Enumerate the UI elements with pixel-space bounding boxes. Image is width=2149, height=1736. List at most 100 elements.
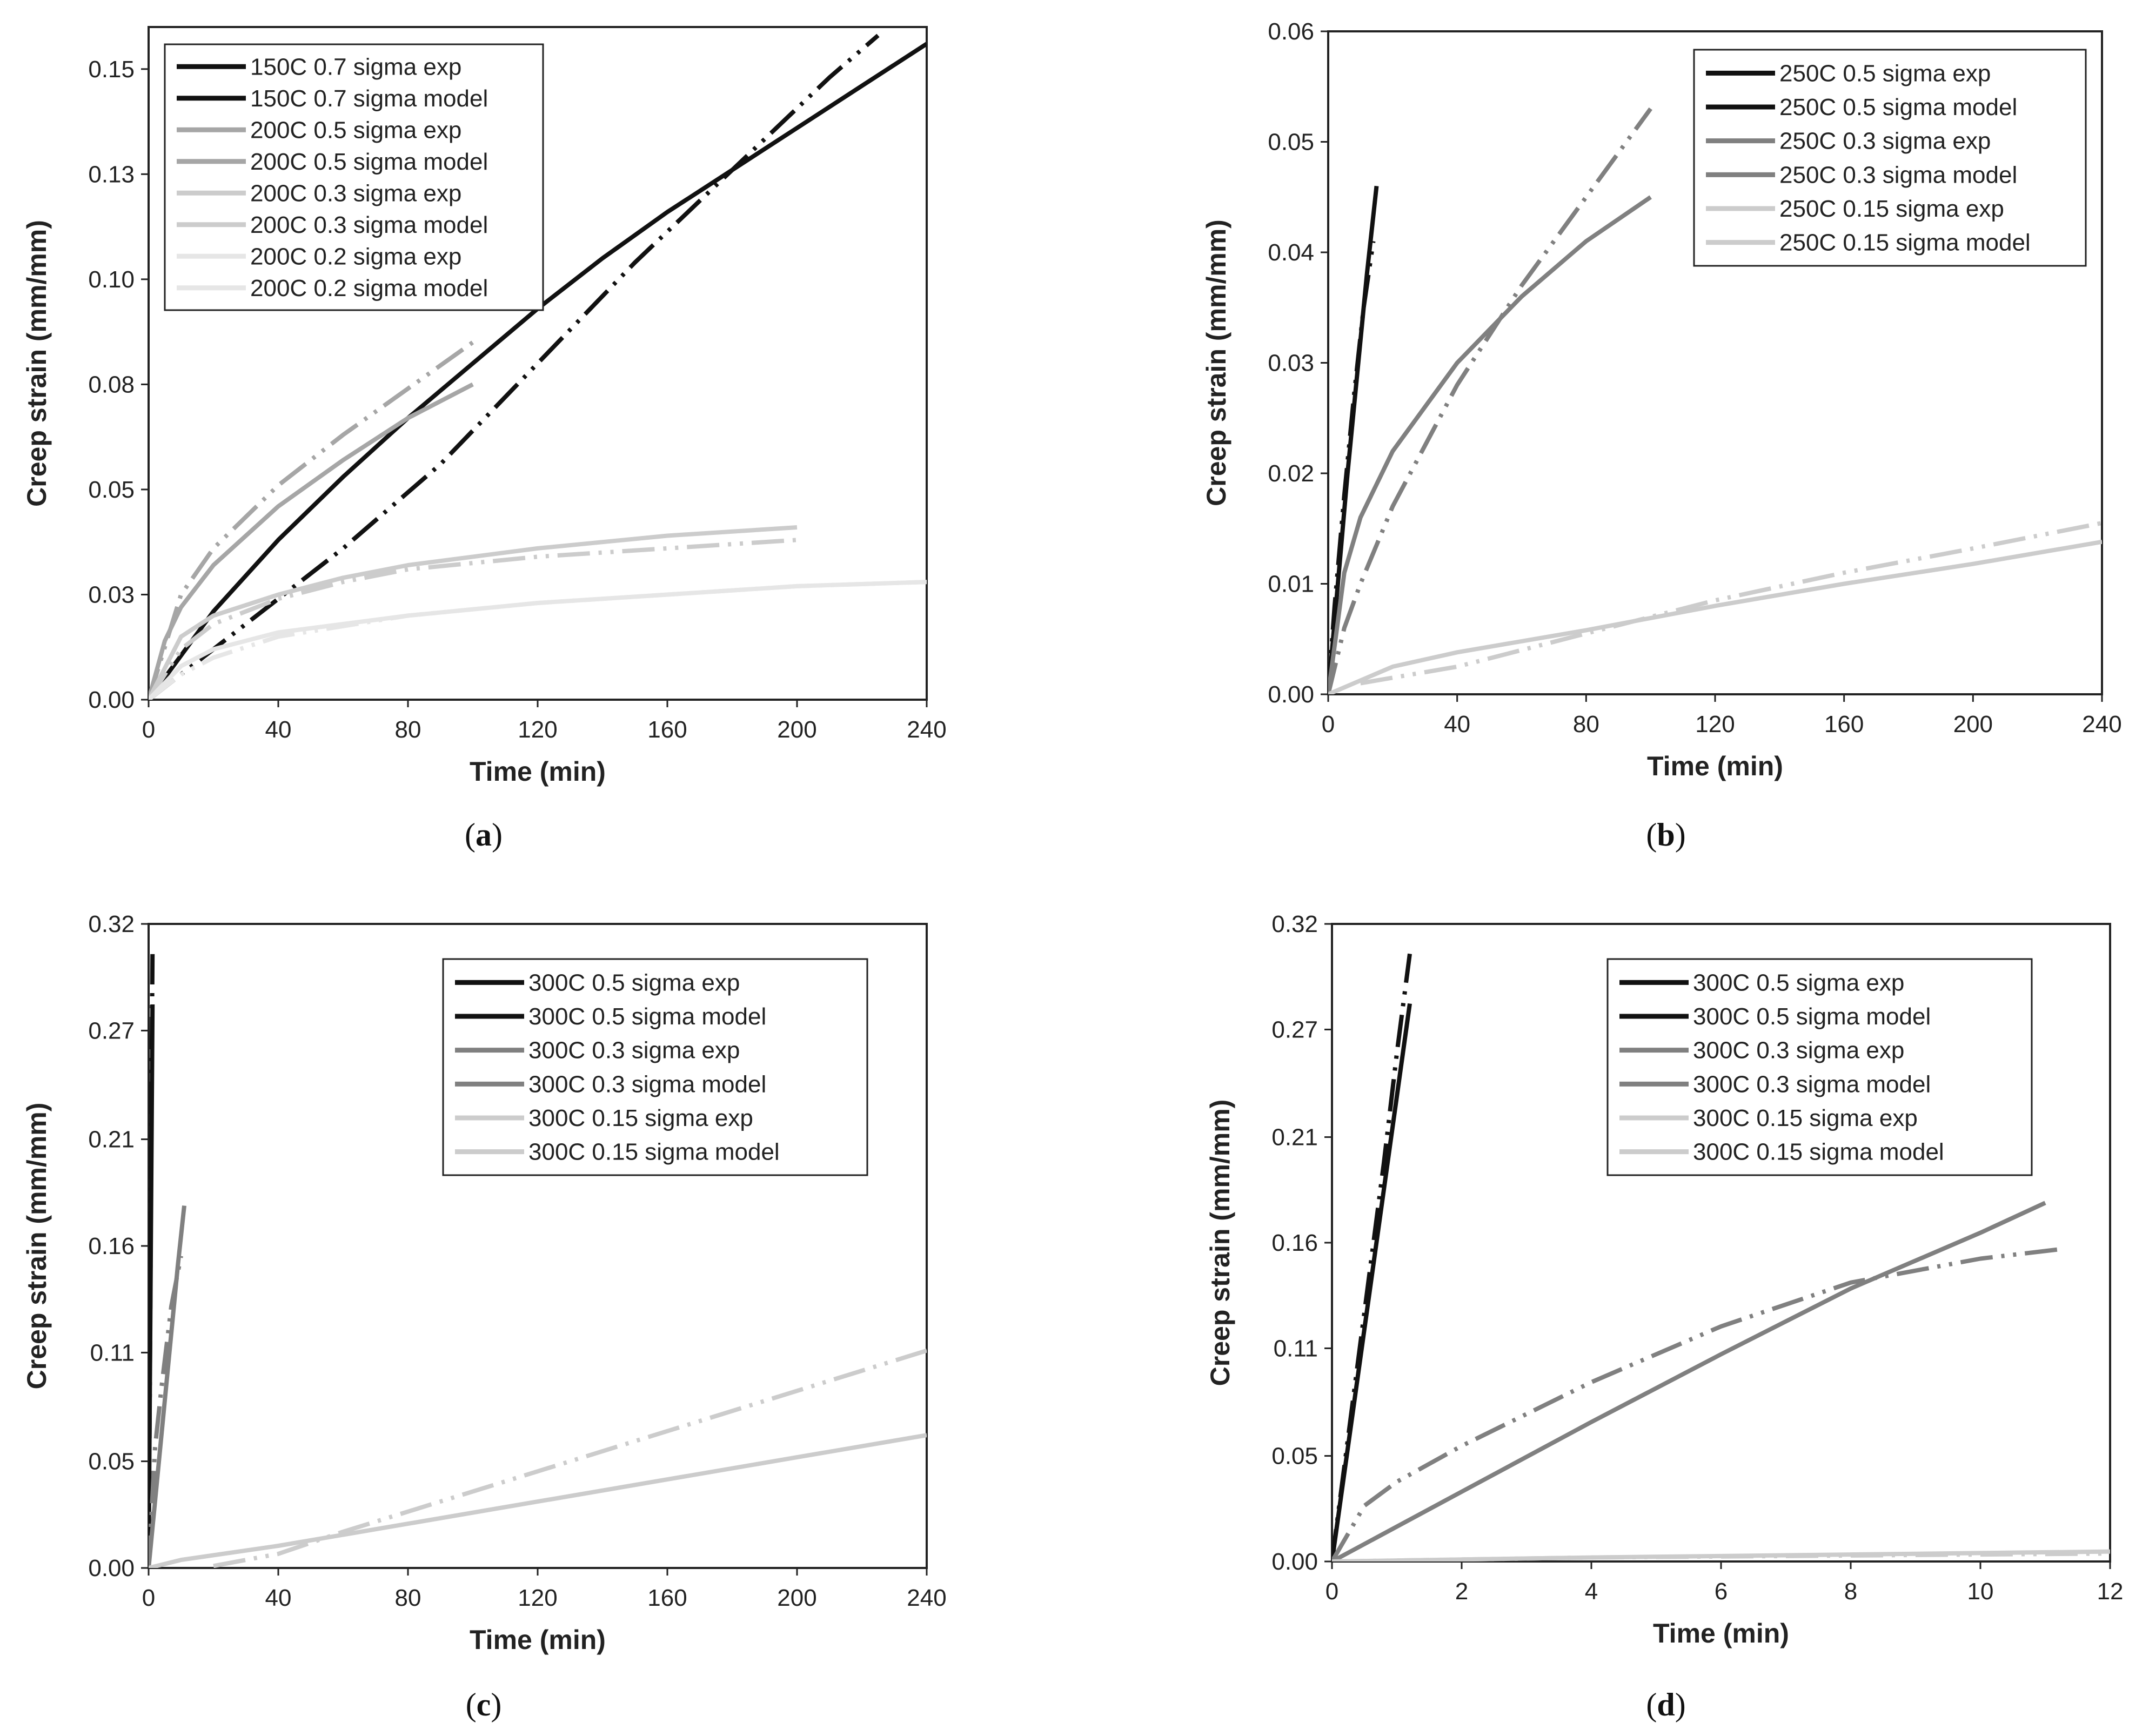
y-tick-label: 0.11 bbox=[1274, 1335, 1318, 1362]
series-line-300c-0-5-sigma-exp bbox=[1332, 953, 1412, 1561]
series-group bbox=[1328, 107, 2102, 694]
x-tick-label: 80 bbox=[395, 716, 421, 743]
y-tick-label: 0.11 bbox=[90, 1339, 135, 1366]
legend-entry: 300C 0.5 sigma exp bbox=[528, 969, 740, 996]
y-tick-label: 0.00 bbox=[1271, 1549, 1318, 1575]
y-tick-label: 0.05 bbox=[1268, 129, 1314, 156]
legend-box bbox=[442, 958, 868, 1176]
y-axis-label: Creep strain (mm/mm) bbox=[1205, 1100, 1235, 1386]
y-tick-label: 0.15 bbox=[88, 56, 135, 83]
x-tick-label: 200 bbox=[777, 1585, 816, 1611]
y-tick-label: 0.21 bbox=[88, 1127, 135, 1153]
series-line-300c-0-15-sigma-model bbox=[1332, 1549, 2110, 1561]
legend-entry: 300C 0.5 sigma model bbox=[1693, 1003, 1931, 1030]
chart-panel-a: 0 40 80 120 160 200 240 0.00 0.03 0.05 0.08 0.10 0.1… bbox=[22, 26, 947, 853]
legend-entry: 150C 0.7 sigma model bbox=[250, 85, 488, 112]
series-line-250c-0-15-sigma-exp bbox=[1360, 521, 2102, 686]
y-tick-label: 0.05 bbox=[88, 477, 135, 503]
y-tick-label: 0.00 bbox=[1268, 681, 1314, 708]
series-line-250c-0-15-sigma-model bbox=[1328, 539, 2102, 694]
y-tick-label: 0.06 bbox=[1268, 18, 1314, 45]
series-line-300c-0-3-sigma-exp bbox=[1332, 1246, 2065, 1561]
series-line-300c-0-15-sigma-exp bbox=[213, 1348, 927, 1568]
legend-entry: 150C 0.7 sigma exp bbox=[250, 53, 461, 80]
legend-entry: 300C 0.5 sigma model bbox=[528, 1003, 766, 1030]
series-group bbox=[149, 954, 927, 1568]
legend-entry: 300C 0.3 sigma model bbox=[1693, 1071, 1931, 1097]
x-tick-label: 80 bbox=[395, 1585, 421, 1611]
x-tick-label: 0 bbox=[1322, 711, 1335, 738]
series-line-300c-0-5-sigma-model bbox=[1332, 1003, 1412, 1561]
y-tick-label: 0.16 bbox=[1271, 1230, 1318, 1256]
legend-entry: 250C 0.5 sigma exp bbox=[1779, 60, 1991, 86]
x-tick-label: 40 bbox=[1444, 711, 1470, 738]
x-tick-label: 160 bbox=[647, 716, 687, 743]
y-tick-label: 0.00 bbox=[88, 1555, 135, 1581]
series-line-200c-0-5-sigma-model bbox=[149, 382, 474, 700]
y-tick-label: 0.32 bbox=[88, 911, 135, 937]
x-tick-label: 200 bbox=[777, 716, 816, 743]
series-line-300c-0-5-sigma-model bbox=[149, 1004, 155, 1568]
x-tick-label: 240 bbox=[907, 716, 946, 743]
x-tick-label: 6 bbox=[1715, 1578, 1728, 1605]
legend-box bbox=[164, 43, 544, 311]
y-axis-label: Creep strain (mm/mm) bbox=[1201, 219, 1231, 506]
x-axis-label: Time (min) bbox=[470, 756, 606, 787]
legend: 300C 0.5 sigma exp 300C 0.5 sigma model 30… bbox=[1606, 958, 2033, 1176]
series-line-300c-0-15-sigma-model bbox=[149, 1433, 927, 1568]
series-line-300c-0-3-sigma-model bbox=[1332, 1201, 2046, 1561]
chart-panel-c: 0 40 80 120 160 200 240 0.00 0.05 0.11 0.16 0.21 0.2… bbox=[22, 911, 947, 1722]
y-tick-label: 0.02 bbox=[1268, 460, 1314, 487]
legend-entry: 250C 0.3 sigma exp bbox=[1779, 128, 1991, 155]
legend: 250C 0.5 sigma exp 250C 0.5 sigma model 25… bbox=[1693, 49, 2087, 267]
y-axis-label: Creep strain (mm/mm) bbox=[22, 220, 52, 507]
y-tick-label: 0.21 bbox=[1271, 1124, 1318, 1151]
y-tick-label: 0.01 bbox=[1268, 571, 1314, 598]
series-line-300c-0-3-sigma-model bbox=[149, 1205, 186, 1568]
series-line-200c-0-3-sigma-model bbox=[149, 525, 798, 700]
chart-panel-b: 0 40 80 120 160 200 240 0.00 0.01 0.02 0.03 0.04 0.0… bbox=[1201, 18, 2122, 853]
y-tick-label: 0.27 bbox=[88, 1017, 135, 1044]
x-tick-label: 160 bbox=[1824, 711, 1864, 738]
series-line-250c-0-3-sigma-model bbox=[1328, 195, 1652, 694]
legend-entry: 250C 0.5 sigma model bbox=[1779, 94, 2017, 120]
x-tick-label: 240 bbox=[907, 1585, 946, 1611]
legend-entry: 200C 0.3 sigma model bbox=[250, 212, 488, 238]
x-tick-label: 2 bbox=[1455, 1578, 1468, 1605]
x-tick-label: 0 bbox=[142, 1585, 155, 1611]
x-tick-label: 8 bbox=[1844, 1578, 1857, 1605]
panel-label: (d) bbox=[1646, 1687, 1685, 1722]
y-tick-label: 0.05 bbox=[1271, 1443, 1318, 1470]
x-tick-label: 4 bbox=[1585, 1578, 1598, 1605]
legend-entry: 200C 0.5 sigma model bbox=[250, 149, 488, 175]
y-tick-label: 0.13 bbox=[88, 161, 135, 187]
x-tick-label: 0 bbox=[1325, 1578, 1338, 1605]
series-line-200c-0-3-sigma-exp bbox=[149, 538, 798, 700]
x-tick-label: 12 bbox=[2097, 1578, 2124, 1605]
series-group bbox=[1332, 953, 2110, 1561]
legend: 150C 0.7 sigma exp 150C 0.7 sigma model 20… bbox=[164, 43, 544, 311]
x-tick-label: 200 bbox=[1953, 711, 1993, 738]
x-tick-label: 40 bbox=[265, 716, 292, 743]
x-tick-label: 240 bbox=[2082, 711, 2121, 738]
y-tick-label: 0.16 bbox=[88, 1233, 135, 1259]
legend-entry: 200C 0.2 sigma exp bbox=[250, 243, 461, 270]
legend-entry: 300C 0.3 sigma exp bbox=[528, 1037, 740, 1064]
y-axis-label: Creep strain (mm/mm) bbox=[22, 1103, 52, 1390]
x-tick-label: 120 bbox=[518, 716, 557, 743]
series-line-250c-0-3-sigma-exp bbox=[1328, 107, 1652, 694]
series-line-250c-0-5-sigma-model bbox=[1328, 185, 1379, 694]
legend: 300C 0.5 sigma exp 300C 0.5 sigma model 30… bbox=[442, 958, 868, 1176]
legend-entry: 300C 0.3 sigma exp bbox=[1693, 1037, 1904, 1064]
x-tick-label: 160 bbox=[647, 1585, 687, 1611]
panel-label: (b) bbox=[1646, 817, 1685, 853]
y-tick-label: 0.03 bbox=[88, 581, 135, 608]
x-tick-label: 80 bbox=[1573, 711, 1599, 738]
x-tick-label: 120 bbox=[518, 1585, 557, 1611]
legend-entry: 300C 0.15 sigma model bbox=[1693, 1139, 1944, 1165]
y-tick-label: 0.04 bbox=[1268, 239, 1314, 266]
panel-label: (c) bbox=[466, 1687, 502, 1722]
y-tick-label: 0.32 bbox=[1271, 911, 1318, 937]
series-group bbox=[149, 33, 927, 700]
